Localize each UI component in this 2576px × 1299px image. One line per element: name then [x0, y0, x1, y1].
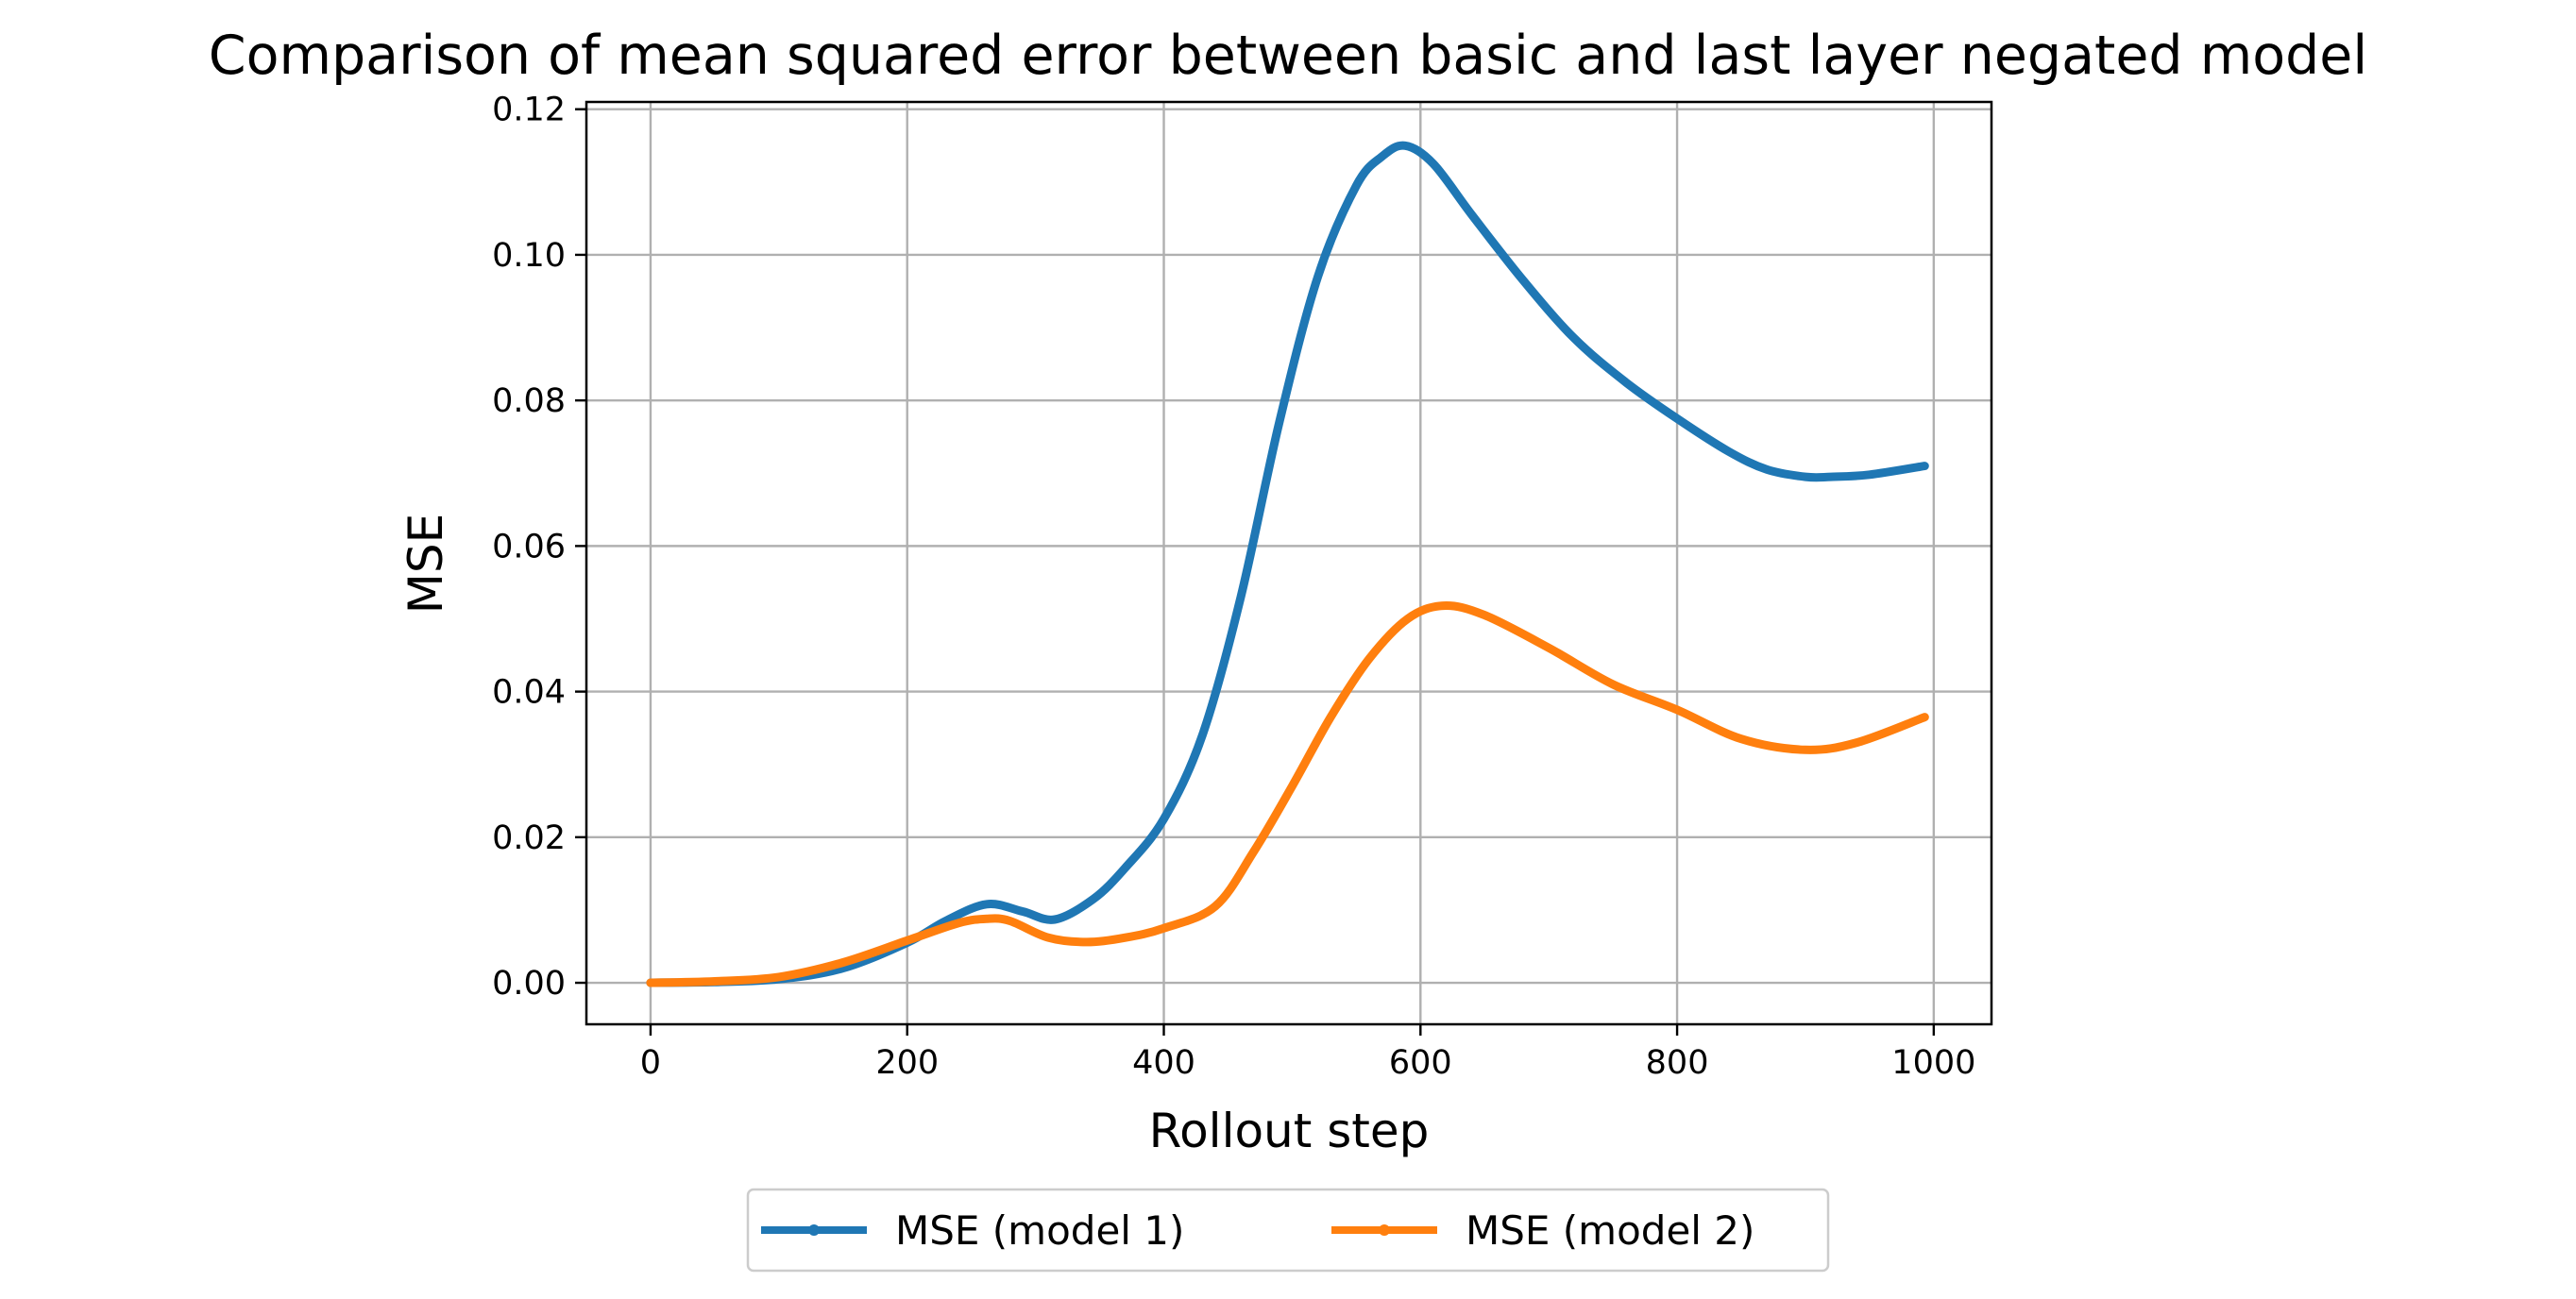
y-tick-label: 0.10	[492, 237, 566, 275]
x-axis-ticks: 0 200 400 600 800 1000	[640, 1024, 1975, 1082]
y-tick-label: 0.12	[492, 92, 566, 129]
x-tick-label: 600	[1389, 1044, 1452, 1082]
x-tick-label: 400	[1132, 1044, 1195, 1082]
x-tick-label: 800	[1646, 1044, 1709, 1082]
legend-box	[746, 1188, 1830, 1273]
legend: MSE (model 1) MSE (model 2)	[746, 1188, 1830, 1273]
x-tick-label: 1000	[1891, 1044, 1975, 1082]
y-axis-ticks: 0.00 0.02 0.04 0.06 0.08 0.10 0.12	[492, 92, 586, 1003]
series-line-model-2	[646, 601, 1929, 987]
x-tick-label: 200	[875, 1044, 939, 1082]
x-axis-label: Rollout step	[1149, 1104, 1430, 1158]
legend-marker-model-2	[1379, 1224, 1390, 1236]
y-tick-label: 0.00	[492, 965, 566, 1003]
series-layer	[646, 141, 1929, 987]
plot-frame	[585, 100, 1993, 1026]
y-tick-label: 0.08	[492, 382, 566, 420]
chart-title: Comparison of mean squared error between…	[209, 25, 2367, 87]
x-tick-label: 0	[640, 1044, 661, 1082]
legend-marker-model-1	[808, 1224, 820, 1236]
series-line-model-1	[646, 141, 1929, 987]
legend-label-model-2: MSE (model 2)	[1466, 1207, 1754, 1254]
legend-label-model-1: MSE (model 1)	[895, 1207, 1184, 1254]
y-axis-label: MSE	[398, 514, 453, 614]
y-tick-label: 0.02	[492, 819, 566, 857]
y-tick-label: 0.06	[492, 528, 566, 565]
y-tick-label: 0.04	[492, 674, 566, 712]
